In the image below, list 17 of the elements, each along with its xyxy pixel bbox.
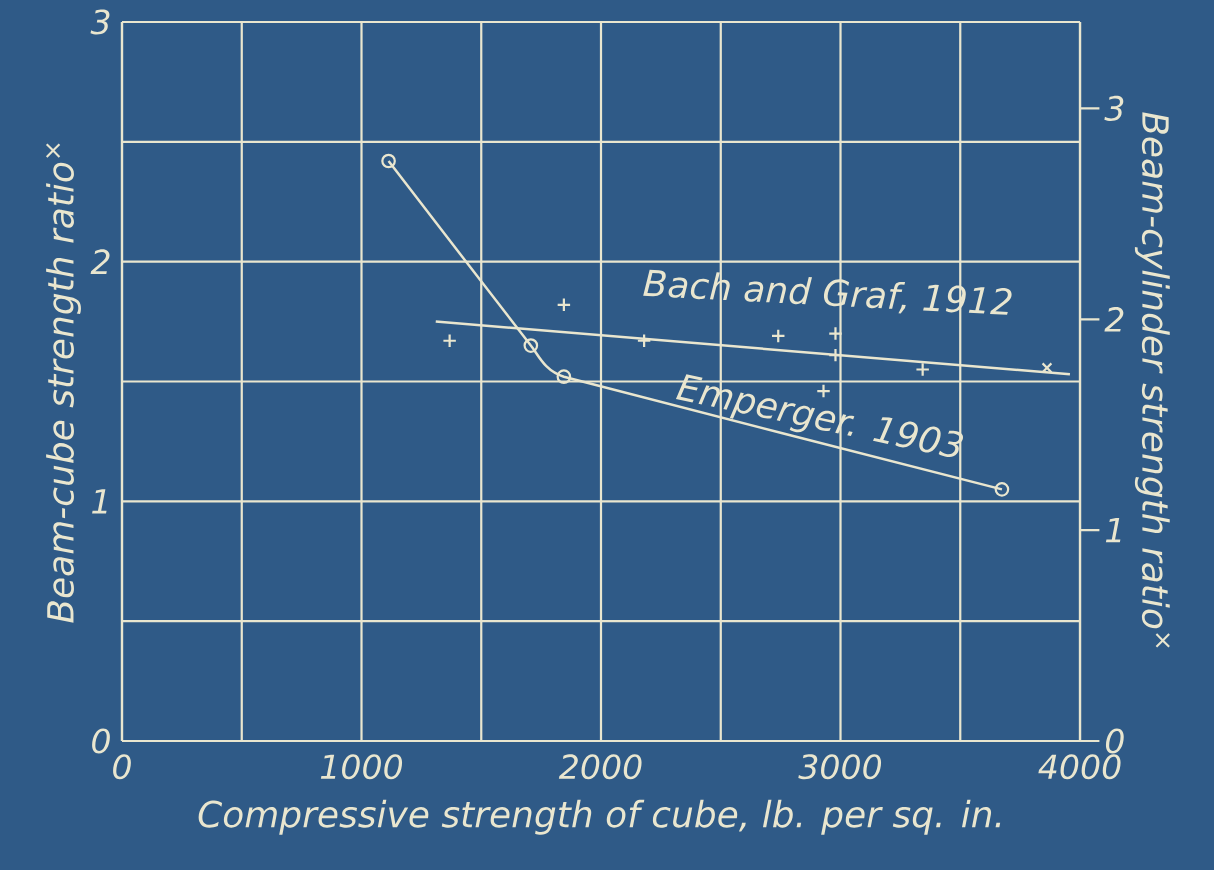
- y-axis-title: Beam-cube strength ratio$^{×}$: [45, 143, 81, 623]
- y-tick-label: 3: [90, 9, 110, 35]
- x-tick-label: 4000: [1038, 754, 1121, 780]
- series-label: Bach and Graf, 1912: [643, 269, 1012, 315]
- x-axis-title: Compressive strength of cube, lb. per sq. in.: [198, 799, 1001, 835]
- y2-tick-label: 3: [1104, 95, 1124, 121]
- y-tick-label: 0: [92, 728, 110, 754]
- y2-axis-title: Beam-cylinder strength ratio$^{×}$: [1134, 112, 1170, 648]
- y2-tick-label: 1: [1105, 518, 1121, 543]
- x-tick-label: 1000: [320, 754, 403, 780]
- y-tick-label: 2: [90, 249, 110, 274]
- y2-tick-label: 0: [1105, 728, 1124, 754]
- y-tick-label: 1: [92, 489, 107, 514]
- y2-tick-label: 2: [1104, 306, 1124, 332]
- x-tick-label: 3000: [798, 754, 882, 780]
- x-tick-label: 2000: [558, 754, 642, 780]
- x-tick-label: 0: [113, 754, 131, 780]
